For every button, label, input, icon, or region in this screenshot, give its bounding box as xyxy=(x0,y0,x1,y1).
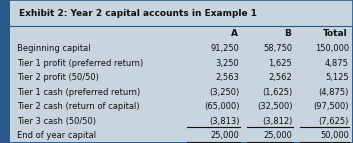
Text: 50,000: 50,000 xyxy=(320,131,349,140)
Bar xyxy=(0,26,10,143)
Text: (97,500): (97,500) xyxy=(313,102,349,111)
Text: 91,250: 91,250 xyxy=(210,44,239,53)
Text: B: B xyxy=(285,29,291,38)
Text: 4,875: 4,875 xyxy=(325,59,349,68)
Text: Total: Total xyxy=(323,29,348,38)
Text: Tier 1 profit (preferred return): Tier 1 profit (preferred return) xyxy=(17,59,143,68)
Text: Tier 2 cash (return of capital): Tier 2 cash (return of capital) xyxy=(17,102,139,111)
Text: Beginning capital: Beginning capital xyxy=(17,44,91,53)
Text: (3,813): (3,813) xyxy=(209,117,239,126)
Text: End of year capital: End of year capital xyxy=(17,131,96,140)
Text: 3,250: 3,250 xyxy=(216,59,239,68)
Text: A: A xyxy=(231,29,238,38)
Text: Tier 3 cash (50/50): Tier 3 cash (50/50) xyxy=(17,117,96,126)
Text: Tier 2 profit (50/50): Tier 2 profit (50/50) xyxy=(17,73,99,82)
Text: Exhibit 2: Year 2 capital accounts in Example 1: Exhibit 2: Year 2 capital accounts in Ex… xyxy=(19,9,257,18)
Text: 25,000: 25,000 xyxy=(263,131,292,140)
Text: 150,000: 150,000 xyxy=(315,44,349,53)
Text: (7,625): (7,625) xyxy=(318,117,349,126)
Bar xyxy=(0,0,353,26)
Text: (65,000): (65,000) xyxy=(204,102,239,111)
Text: (3,812): (3,812) xyxy=(262,117,292,126)
Text: Tier 1 cash (preferred return): Tier 1 cash (preferred return) xyxy=(17,88,140,97)
Text: 58,750: 58,750 xyxy=(263,44,292,53)
Text: (4,875): (4,875) xyxy=(318,88,349,97)
Text: (32,500): (32,500) xyxy=(257,102,292,111)
Bar xyxy=(0,0,10,26)
Text: 5,125: 5,125 xyxy=(325,73,349,82)
Text: 25,000: 25,000 xyxy=(210,131,239,140)
Text: 2,562: 2,562 xyxy=(269,73,292,82)
Text: (1,625): (1,625) xyxy=(262,88,292,97)
Text: (3,250): (3,250) xyxy=(209,88,239,97)
Text: 1,625: 1,625 xyxy=(269,59,292,68)
Text: 2,563: 2,563 xyxy=(215,73,239,82)
